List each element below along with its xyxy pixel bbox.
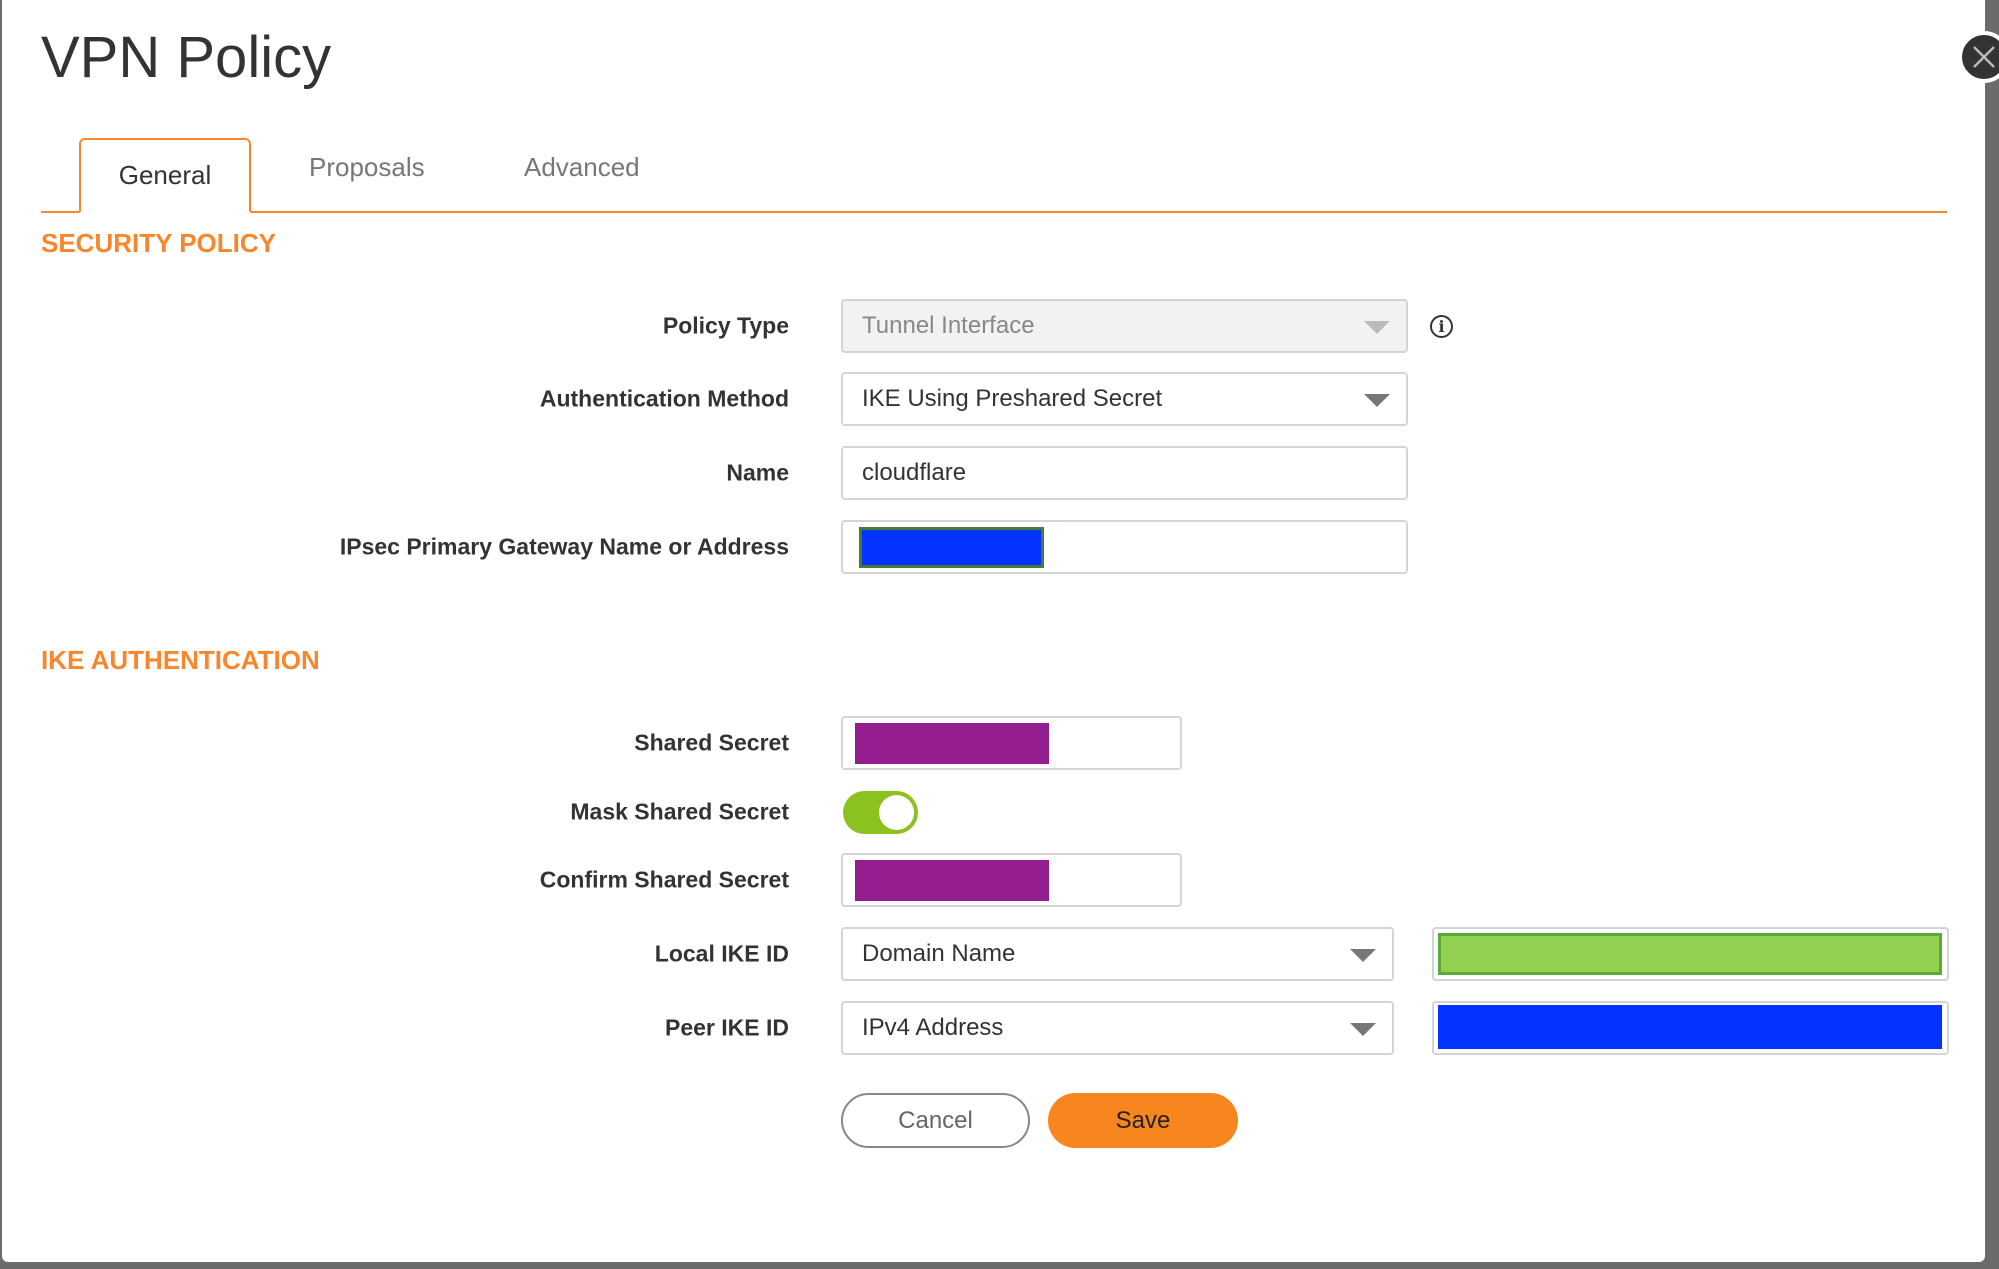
local-ike-id-input[interactable]: [1432, 927, 1949, 981]
tab-divider: [41, 211, 1947, 213]
local-ike-select[interactable]: Domain Name: [841, 927, 1394, 981]
save-button[interactable]: Save: [1048, 1093, 1238, 1148]
tab-proposals[interactable]: Proposals: [309, 152, 425, 182]
chevron-down-icon: [1364, 394, 1390, 407]
peer-ike-select[interactable]: IPv4 Address: [841, 1001, 1394, 1055]
gateway-input[interactable]: [841, 520, 1408, 574]
redacted-secret: [855, 723, 1049, 764]
redacted-peer-id: [1438, 1005, 1942, 1049]
section-ike-authentication: IKE AUTHENTICATION: [41, 645, 320, 675]
redacted-gateway: [859, 527, 1044, 568]
name-value: cloudflare: [862, 459, 967, 486]
shared-secret-input[interactable]: [841, 716, 1182, 770]
close-icon: [1973, 46, 1995, 68]
chevron-down-icon: [1350, 1023, 1376, 1036]
name-label: Name: [726, 459, 789, 486]
policy-type-label: Policy Type: [662, 312, 789, 339]
auth-method-select[interactable]: IKE Using Preshared Secret: [841, 372, 1408, 426]
chevron-down-icon: [1350, 949, 1376, 962]
tab-advanced[interactable]: Advanced: [524, 152, 640, 182]
peer-ike-label: Peer IKE ID: [665, 1014, 789, 1041]
tab-general[interactable]: General: [79, 138, 251, 213]
redacted-secret: [855, 860, 1049, 901]
local-ike-value: Domain Name: [862, 940, 1016, 967]
peer-ike-value: IPv4 Address: [862, 1014, 1004, 1041]
mask-secret-label: Mask Shared Secret: [570, 798, 789, 825]
policy-type-value: Tunnel Interface: [862, 312, 1035, 339]
mask-secret-toggle[interactable]: [843, 791, 918, 834]
dialog-title: VPN Policy: [41, 25, 332, 90]
auth-method-value: IKE Using Preshared Secret: [862, 385, 1163, 412]
cancel-button[interactable]: Cancel: [841, 1093, 1030, 1148]
shared-secret-label: Shared Secret: [634, 729, 789, 756]
peer-ike-id-input[interactable]: [1432, 1001, 1949, 1055]
gateway-label: IPsec Primary Gateway Name or Address: [339, 533, 789, 560]
auth-method-label: Authentication Method: [539, 385, 789, 412]
section-security-policy: SECURITY POLICY: [41, 228, 277, 258]
info-icon[interactable]: i: [1430, 315, 1453, 338]
local-ike-label: Local IKE ID: [654, 940, 789, 967]
confirm-secret-input[interactable]: [841, 853, 1182, 907]
chevron-down-icon: [1364, 321, 1390, 334]
close-button[interactable]: [1958, 31, 1999, 83]
redacted-local-id: [1438, 933, 1942, 975]
toggle-knob: [879, 795, 914, 830]
policy-type-select[interactable]: Tunnel Interface: [841, 299, 1408, 353]
name-input[interactable]: cloudflare: [841, 446, 1408, 500]
confirm-secret-label: Confirm Shared Secret: [539, 866, 789, 893]
